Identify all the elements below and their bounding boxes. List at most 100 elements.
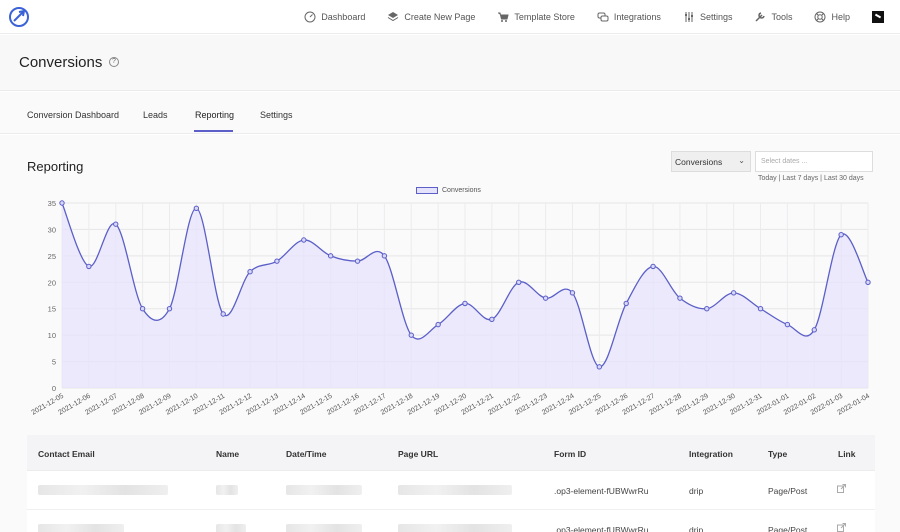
data-point (193, 205, 200, 211)
conversions-table: Contact Email Name Date/Time Page URL Fo… (27, 435, 875, 532)
data-point (489, 316, 495, 322)
metric-select[interactable]: Conversions ⌄ (671, 151, 751, 172)
nav-integrations-label: Integrations (613, 12, 661, 22)
redacted-page-url (398, 524, 512, 532)
quick-link-last-7-days[interactable]: Last 7 days (782, 175, 819, 182)
nav-template-store-label: Template Store (514, 12, 575, 22)
lifebuoy-icon (814, 11, 826, 23)
data-point (516, 279, 522, 285)
main-nav: Dashboard Create New Page Template Store… (304, 0, 900, 34)
nav-settings-label: Settings (699, 12, 733, 22)
data-point (462, 300, 468, 307)
integration-cell: drip (689, 486, 704, 496)
integration-cell: drip (689, 525, 704, 532)
y-tick-label: 25 (48, 252, 56, 261)
tab-reporting[interactable]: Reporting (195, 110, 235, 120)
data-point (784, 321, 791, 328)
table-row[interactable]: .op3-element-fUBWwrRu drip Page/Post (27, 511, 875, 532)
y-tick-label: 10 (48, 331, 56, 340)
data-point (730, 290, 737, 296)
data-point (327, 253, 334, 259)
legend-swatch (416, 187, 438, 194)
data-point (166, 306, 173, 312)
data-point (542, 295, 549, 301)
page-title: Conversions (19, 54, 103, 71)
sliders-icon (684, 12, 693, 22)
column-header-page-url: Page URL (398, 449, 439, 459)
help-icon[interactable]: ? (109, 57, 119, 67)
data-point (301, 237, 307, 243)
nav-template-store[interactable]: Template Store (497, 11, 575, 23)
data-point (381, 253, 388, 259)
data-point (408, 332, 414, 338)
optimizepress-logo-icon[interactable] (8, 6, 30, 28)
table-row[interactable]: .op3-element-fUBWwrRu drip Page/Post (27, 472, 875, 510)
top-navigation-bar: Dashboard Create New Page Template Store… (0, 0, 900, 34)
nav-dashboard[interactable]: Dashboard (304, 11, 365, 23)
nav-help-label: Help (831, 12, 850, 22)
column-header-type: Type (768, 449, 788, 459)
nav-integrations[interactable]: Integrations (597, 11, 661, 23)
nav-help[interactable]: Help (814, 11, 850, 23)
nav-dashboard-label: Dashboard (321, 12, 366, 22)
form-id-cell: .op3-element-fUBWwrRu (554, 486, 649, 496)
nav-create-new-page[interactable]: Create New Page (387, 11, 475, 23)
date-range-input[interactable]: Select dates ... (755, 151, 873, 172)
tab-conversion-dashboard[interactable]: Conversion Dashboard (27, 110, 120, 120)
data-point (86, 263, 92, 270)
nav-tools-label: Tools (771, 12, 793, 22)
data-point (569, 290, 576, 296)
redacted-name (216, 524, 246, 532)
external-link-icon[interactable] (837, 523, 846, 532)
reporting-panel: Reporting Conversions ⌄ Select dates ...… (0, 135, 900, 532)
data-point (838, 232, 844, 238)
legend-label: Conversions (442, 187, 481, 194)
column-header-form-id: Form ID (554, 449, 587, 459)
redacted-date-time (286, 485, 362, 495)
tab-settings[interactable]: Settings (260, 110, 293, 120)
data-point (435, 321, 441, 328)
table-header: Contact Email Name Date/Time Page URL Fo… (27, 435, 875, 471)
layers-icon (388, 12, 399, 22)
data-point (811, 327, 817, 333)
data-point (757, 306, 764, 312)
active-tab-indicator (194, 130, 233, 132)
redacted-email (38, 485, 168, 495)
data-point (113, 221, 119, 227)
column-header-date-time: Date/Time (286, 449, 327, 459)
data-point (596, 364, 603, 370)
tab-leads[interactable]: Leads (143, 110, 168, 120)
chart-legend[interactable]: Conversions (416, 187, 481, 194)
data-point (354, 258, 361, 264)
quick-link-last-30-days[interactable]: Last 30 days (823, 175, 864, 182)
chevron-down-icon: ⌄ (738, 156, 745, 165)
y-tick-label: 0 (52, 384, 56, 393)
quick-link-today[interactable]: Today (758, 175, 777, 182)
metric-select-value: Conversions (675, 157, 723, 167)
type-cell: Page/Post (768, 525, 808, 532)
data-point (704, 306, 710, 312)
redacted-email (38, 524, 124, 532)
y-tick-label: 35 (48, 199, 56, 208)
column-header-link: Link (838, 449, 856, 459)
redacted-date-time (286, 524, 362, 532)
nav-tools[interactable]: Tools (754, 11, 792, 23)
nav-settings[interactable]: Settings (683, 11, 733, 23)
external-link-icon[interactable] (837, 484, 846, 493)
column-header-name: Name (216, 449, 240, 459)
data-point (623, 300, 629, 307)
type-cell: Page/Post (768, 486, 808, 496)
series-area-fill (62, 203, 868, 388)
y-tick-label: 20 (48, 278, 56, 287)
tab-bar: Conversion Dashboard Leads Reporting Set… (0, 92, 900, 134)
gauge-icon (304, 11, 316, 23)
y-tick-label: 30 (48, 225, 56, 234)
data-point (247, 269, 253, 275)
column-header-contact-email: Contact Email (38, 449, 95, 459)
data-point (220, 311, 226, 317)
y-tick-label: 15 (48, 305, 56, 314)
redacted-page-url (398, 485, 512, 495)
data-point (650, 263, 656, 270)
section-title: Reporting (27, 159, 84, 174)
fullscreen-toggle-icon[interactable] (872, 11, 884, 23)
